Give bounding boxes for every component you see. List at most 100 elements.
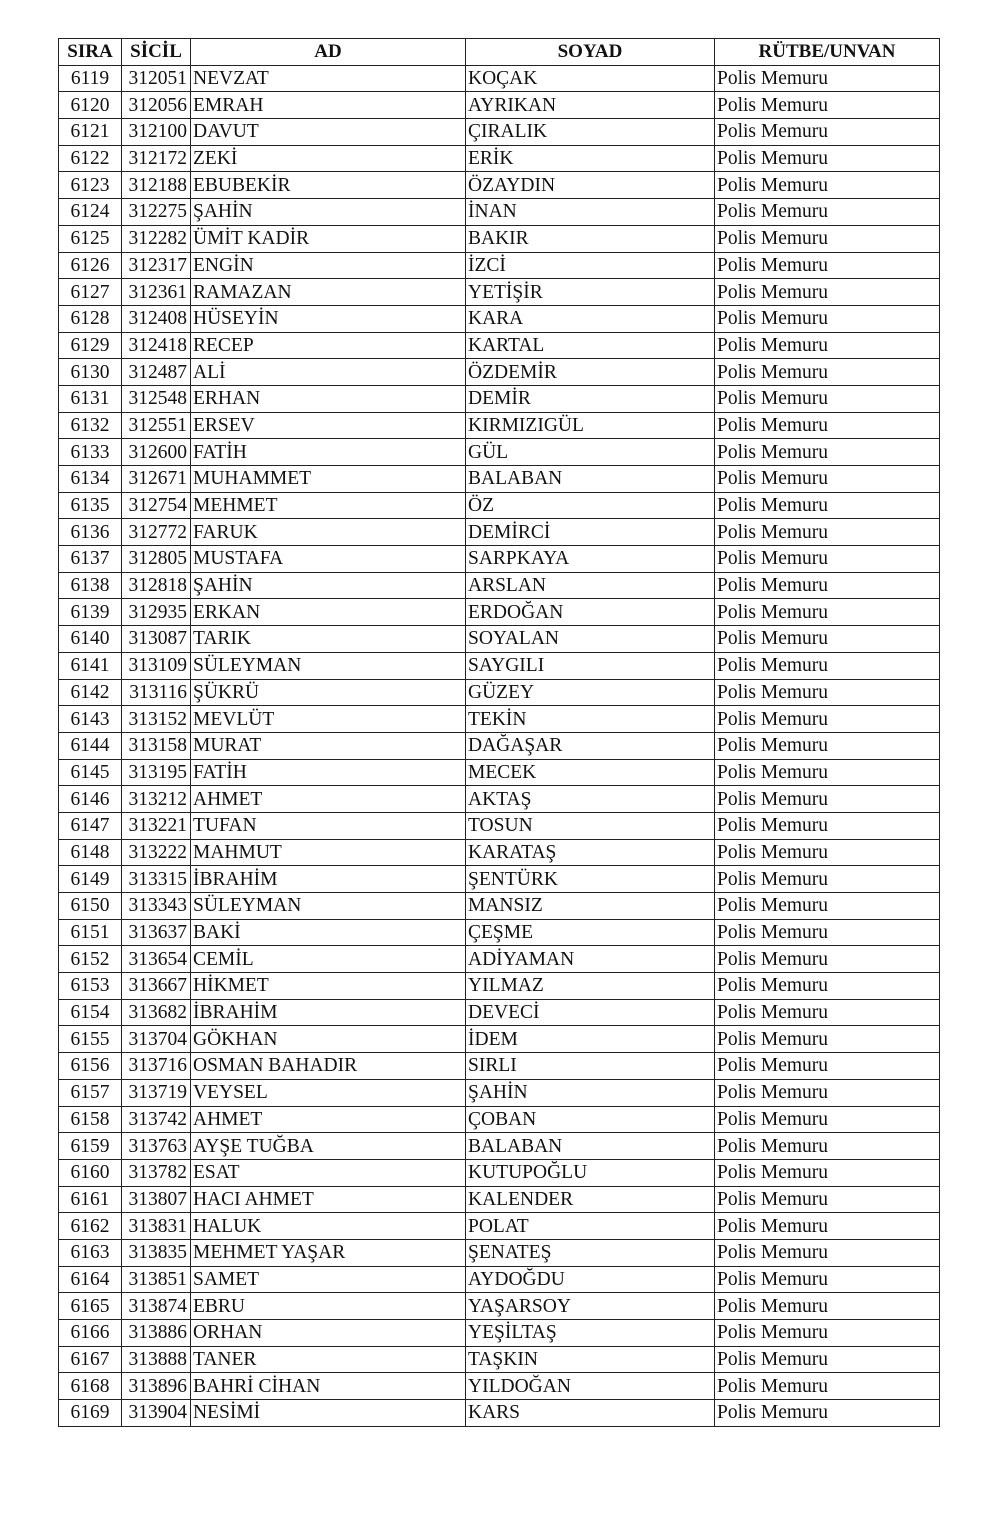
cell-ad: ESAT [190,1158,466,1187]
cell-sicil: 313716 [121,1052,191,1080]
cell-sicil: 313195 [121,758,191,787]
table-row: 6135 312754 MEHMET ÖZ Polis Memuru [58,491,940,520]
cell-sira: 6166 [58,1319,122,1347]
table-row: 6137 312805 MUSTAFA SARPKAYA Polis Memuru [58,545,940,573]
cell-soyad: KARATAŞ [465,838,715,867]
cell-ad: TUFAN [190,811,466,840]
cell-ad: ŞAHİN [190,571,466,600]
cell-ad: MEVLÜT [190,705,466,733]
cell-ad: GÖKHAN [190,1025,466,1054]
table-row: 6167 313888 TANER TAŞKIN Polis Memuru [58,1345,940,1374]
cell-sicil: 312935 [121,598,191,627]
cell-rutbe: Polis Memuru [714,1132,940,1160]
cell-rutbe: Polis Memuru [714,598,940,627]
cell-rutbe: Polis Memuru [714,1185,940,1214]
table-row: 6166 313886 ORHAN YEŞİLTAŞ Polis Memuru [58,1319,940,1347]
cell-sira: 6120 [58,91,122,120]
cell-rutbe: Polis Memuru [714,945,940,974]
cell-sira: 6137 [58,545,122,573]
cell-soyad: ÇIRALIK [465,118,715,146]
cell-soyad: AKTAŞ [465,785,715,813]
cell-ad: AHMET [190,785,466,813]
cell-rutbe: Polis Memuru [714,1265,940,1294]
cell-rutbe: Polis Memuru [714,465,940,493]
cell-rutbe: Polis Memuru [714,438,940,466]
cell-ad: RAMAZAN [190,278,466,306]
cell-ad: TANER [190,1345,466,1374]
cell-ad: BAKİ [190,918,466,947]
cell-sira: 6146 [58,785,122,813]
cell-sicil: 312551 [121,411,191,440]
cell-sira: 6148 [58,838,122,867]
cell-ad: İBRAHİM [190,865,466,893]
cell-ad: AYŞE TUĞBA [190,1132,466,1160]
table-row: 6159 313763 AYŞE TUĞBA BALABAN Polis Memuru [58,1132,940,1160]
cell-soyad: ŞENTÜRK [465,865,715,893]
cell-soyad: AYDOĞDU [465,1265,715,1294]
cell-soyad: BALABAN [465,465,715,493]
cell-sira: 6133 [58,438,122,466]
cell-sira: 6161 [58,1185,122,1214]
cell-sira: 6143 [58,705,122,733]
cell-sira: 6127 [58,278,122,306]
cell-sicil: 313212 [121,785,191,813]
cell-sira: 6140 [58,625,122,653]
cell-sira: 6169 [58,1399,122,1427]
cell-ad: MEHMET YAŞAR [190,1238,466,1267]
cell-sicil: 312051 [121,64,191,93]
cell-sicil: 313221 [121,811,191,840]
cell-ad: AHMET [190,1105,466,1134]
cell-soyad: SIRLI [465,1052,715,1080]
table-row: 6143 313152 MEVLÜT TEKİN Polis Memuru [58,705,940,733]
cell-sicil: 312805 [121,545,191,573]
cell-ad: DAVUT [190,118,466,146]
cell-ad: BAHRİ CİHAN [190,1372,466,1401]
cell-soyad: ÖZ [465,491,715,520]
cell-sira: 6160 [58,1158,122,1187]
cell-ad: CEMİL [190,945,466,974]
cell-ad: EBUBEKİR [190,171,466,200]
cell-rutbe: Polis Memuru [714,838,940,867]
cell-soyad: ADİYAMAN [465,945,715,974]
cell-ad: HACI AHMET [190,1185,466,1214]
cell-sicil: 312275 [121,198,191,226]
cell-sicil: 312772 [121,518,191,547]
cell-soyad: KALENDER [465,1185,715,1214]
cell-soyad: KUTUPOĞLU [465,1158,715,1187]
cell-ad: SÜLEYMAN [190,892,466,920]
cell-rutbe: Polis Memuru [714,811,940,840]
cell-sira: 6149 [58,865,122,893]
table-row: 6161 313807 HACI AHMET KALENDER Polis Memuru [58,1185,940,1214]
table-row: 6138 312818 ŞAHİN ARSLAN Polis Memuru [58,571,940,600]
cell-rutbe: Polis Memuru [714,358,940,386]
cell-sicil: 313704 [121,1025,191,1054]
cell-sicil: 312487 [121,358,191,386]
cell-soyad: ŞENATEŞ [465,1238,715,1267]
cell-soyad: DEMİR [465,384,715,413]
cell-rutbe: Polis Memuru [714,224,940,253]
cell-rutbe: Polis Memuru [714,1319,940,1347]
cell-ad: ENGİN [190,251,466,280]
cell-sicil: 313835 [121,1238,191,1267]
cell-soyad: DEMİRCİ [465,518,715,547]
table-row: 6124 312275 ŞAHİN İNAN Polis Memuru [58,198,940,226]
cell-sicil: 312408 [121,304,191,333]
cell-sicil: 313763 [121,1132,191,1160]
cell-rutbe: Polis Memuru [714,678,940,707]
cell-sira: 6135 [58,491,122,520]
header-sira: SIRA [58,38,122,66]
cell-soyad: YETİŞİR [465,278,715,306]
cell-sicil: 313158 [121,731,191,760]
table-row: 6151 313637 BAKİ ÇEŞME Polis Memuru [58,918,940,947]
cell-ad: HALUK [190,1212,466,1240]
table-row: 6136 312772 FARUK DEMİRCİ Polis Memuru [58,518,940,547]
cell-rutbe: Polis Memuru [714,411,940,440]
cell-ad: ERHAN [190,384,466,413]
cell-rutbe: Polis Memuru [714,1212,940,1240]
table-row: 6133 312600 FATİH GÜL Polis Memuru [58,438,940,466]
cell-sicil: 313637 [121,918,191,947]
cell-sira: 6132 [58,411,122,440]
table-row: 6156 313716 OSMAN BAHADIR SIRLI Polis Memuru [58,1052,940,1080]
cell-soyad: AYRIKAN [465,91,715,120]
cell-rutbe: Polis Memuru [714,625,940,653]
